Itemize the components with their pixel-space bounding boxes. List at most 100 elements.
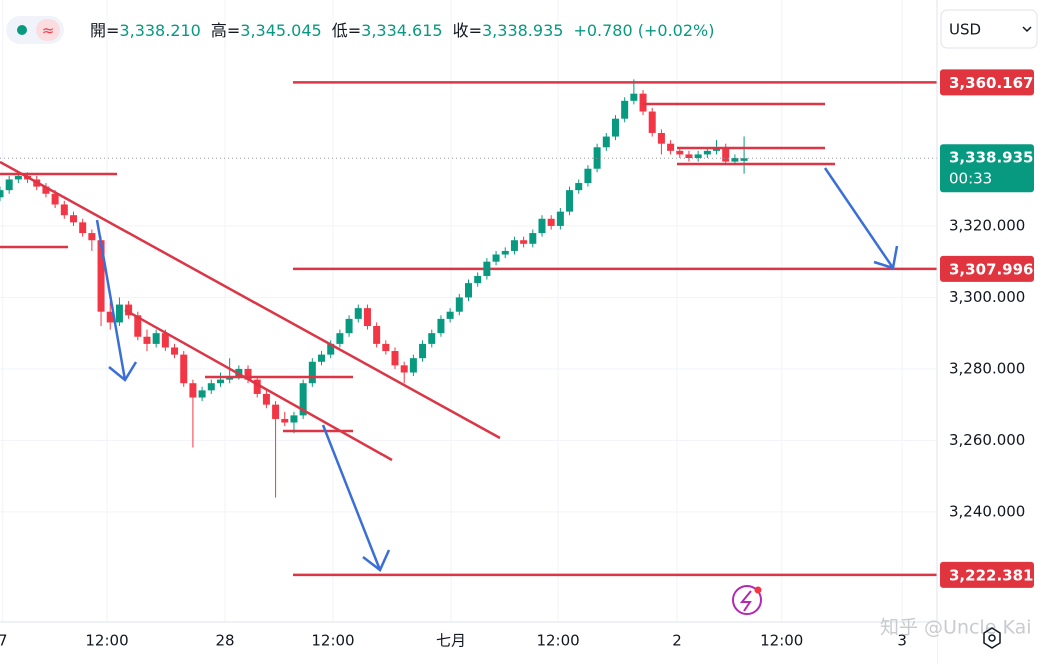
settings-icon[interactable] xyxy=(983,627,1001,649)
candle-body xyxy=(336,333,344,344)
x-tick-label: 七月 xyxy=(436,632,466,650)
candle-body xyxy=(400,365,408,373)
settings-icon-center xyxy=(988,634,996,642)
last-price-label: 3,338.935 xyxy=(949,149,1033,167)
candle-body xyxy=(327,343,335,355)
candle-body xyxy=(382,343,390,352)
candle-body xyxy=(740,158,748,161)
lightning-icon[interactable] xyxy=(732,585,762,615)
candle-body xyxy=(0,190,4,198)
candle-body xyxy=(171,347,179,355)
candle-body xyxy=(152,333,160,344)
trend-line xyxy=(124,308,393,462)
candle-body xyxy=(14,175,22,180)
candle-body xyxy=(510,240,518,251)
y-tick-label: 3,300.000 xyxy=(949,288,1025,306)
candle-body xyxy=(235,368,243,377)
candle-body xyxy=(602,136,610,148)
level-label-box xyxy=(940,69,1034,96)
header-label: 低= xyxy=(332,21,361,40)
candle-body xyxy=(115,304,123,323)
levels xyxy=(293,81,937,577)
candle-body xyxy=(290,415,298,423)
candle-body xyxy=(363,308,371,327)
candle-body xyxy=(437,318,445,334)
candle-body xyxy=(529,233,537,244)
countdown: 00:33 xyxy=(949,170,992,188)
header-value: 3,338.210 xyxy=(119,21,200,40)
x-tick-label: 12:00 xyxy=(536,632,579,650)
candle-body xyxy=(501,250,509,255)
candle-body xyxy=(465,283,472,298)
trend-line xyxy=(0,160,501,440)
candle-body xyxy=(69,215,77,223)
notification-dot xyxy=(754,586,762,594)
level-label: 3,222.381 xyxy=(949,566,1033,584)
price-axis xyxy=(937,0,1048,664)
candle-body xyxy=(657,132,665,144)
candle-body xyxy=(703,150,711,155)
candle-body xyxy=(639,93,647,112)
candle-body xyxy=(575,183,583,191)
x-tick-label: 12:00 xyxy=(760,632,803,650)
candle-body xyxy=(272,404,280,419)
candle-body xyxy=(428,333,436,344)
level-label: 3,307.996 xyxy=(949,260,1033,278)
candle-body xyxy=(593,147,601,169)
candle-body xyxy=(198,390,206,398)
header-label: 高= xyxy=(211,21,240,40)
candle-body xyxy=(134,315,142,337)
header-label: 收= xyxy=(453,21,482,40)
header-value: 3,334.615 xyxy=(361,21,442,40)
y-tick-label: 3,320.000 xyxy=(949,216,1025,234)
header-change: +0.780 (+0.02%) xyxy=(573,21,714,40)
header-value: 3,345.045 xyxy=(240,21,321,40)
candle-body xyxy=(106,311,114,323)
candle-body xyxy=(189,383,197,398)
candle-body xyxy=(667,143,675,151)
candle-body xyxy=(474,275,482,284)
candle-body xyxy=(419,343,427,359)
candle-body xyxy=(584,168,592,184)
y-tick-label: 3,260.000 xyxy=(949,431,1025,449)
candle-body xyxy=(566,190,574,212)
arrow-head xyxy=(873,245,899,270)
candle-body xyxy=(308,361,316,384)
candle-body xyxy=(207,383,215,391)
candle-body xyxy=(483,261,491,276)
candle-body xyxy=(281,418,289,423)
candle-body xyxy=(143,336,151,344)
candle-body xyxy=(685,154,693,159)
candle-body xyxy=(51,193,59,205)
x-tick-label: 3 xyxy=(897,632,907,650)
candle-body xyxy=(391,351,399,366)
candle-body xyxy=(262,393,270,405)
y-tick-label: 3,280.000 xyxy=(949,359,1025,377)
candle-body xyxy=(125,304,133,316)
x-tick-label: 12:00 xyxy=(85,632,128,650)
time-axis xyxy=(0,622,937,664)
candle-body xyxy=(547,218,555,226)
arrow xyxy=(95,219,127,381)
candle-body xyxy=(630,93,638,101)
candle-body xyxy=(244,368,252,380)
candle-body xyxy=(88,233,96,241)
arrow xyxy=(321,424,382,571)
level-label-box xyxy=(940,561,1034,588)
candle-body xyxy=(97,240,105,312)
x-tick-label: 2 xyxy=(672,632,682,650)
candle-body xyxy=(253,379,261,394)
x-tick-label: 7 xyxy=(0,632,8,650)
candle-body xyxy=(79,222,87,234)
dropdown-caret xyxy=(1022,26,1032,33)
candle-body xyxy=(648,111,656,133)
candle-body xyxy=(60,204,68,216)
candle-body xyxy=(520,240,528,244)
candle-body xyxy=(621,100,629,119)
candle-body xyxy=(42,186,50,194)
lightning-bolt xyxy=(739,590,752,612)
currency-select[interactable] xyxy=(940,9,1038,49)
candle-body xyxy=(5,179,13,191)
